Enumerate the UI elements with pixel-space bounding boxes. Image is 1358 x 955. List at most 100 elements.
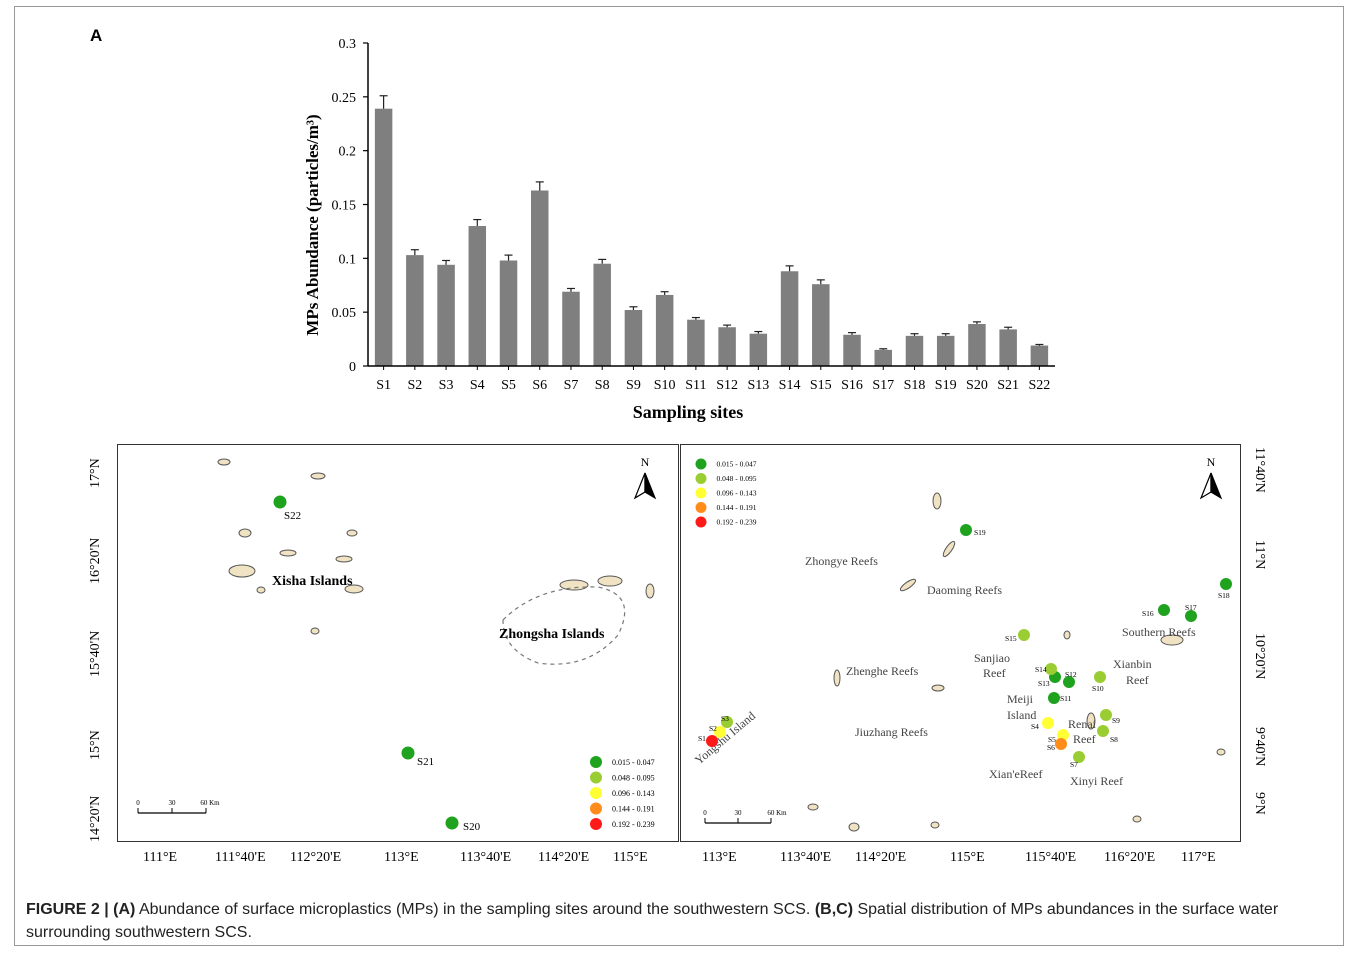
reef-shape [899,578,917,592]
site-marker [273,495,287,509]
reef-shape [217,458,231,466]
svg-text:60 Km: 60 Km [767,809,787,817]
legend-swatch [590,787,602,799]
site-group-b: S22 S21 S20 [273,495,481,833]
x-tick-label-b: 111°40'E [215,850,266,865]
site-marker [1048,692,1060,704]
map-c-canvas: Zhongye Reefs Daoming Reefs Southern Ree… [692,455,1232,832]
x-tick-label: S17 [872,378,894,393]
bar [593,263,611,366]
legend-label: 0.096 - 0.143 [717,489,757,498]
place-name-meiji-1: Meiji [1007,692,1034,706]
legend-label: 0.096 - 0.143 [612,789,655,798]
place-name-sanjiao-1: Sanjiao [974,651,1010,665]
figure-frame [14,6,1344,946]
reef-shape [597,575,623,587]
reef-shape [238,528,252,538]
x-axis-title: Sampling sites [633,402,744,422]
scale-bar-b: 0 30 60 Km [136,799,220,814]
site-label: S13 [1038,679,1050,688]
bar [749,333,768,366]
y-tick-label: 0.25 [332,91,357,106]
place-name-renai-2: Reef [1073,732,1096,746]
bar [968,324,986,366]
reef-shape [256,586,266,594]
caption-text-bc: Spatial distribution of MPs abundances i… [26,901,1279,941]
reef-shape [1086,712,1096,730]
y-tick-label: 0.05 [332,306,357,321]
x-tick-label: S21 [997,378,1019,393]
reef-shape [335,555,353,563]
site-marker [1018,629,1030,641]
y-tick-label-c: 11°40'N [1252,447,1267,493]
bar [499,260,518,366]
x-tick-label: S13 [747,378,769,393]
site-marker [1220,578,1232,590]
svg-text:N: N [1207,455,1216,469]
svg-text:0: 0 [136,799,140,807]
y-axis-title: MPs Abundance (particles/m³) [303,114,322,335]
bar [812,284,830,366]
y-tick-label-b: 16°20'N [88,537,103,584]
caption-tag-bc: (B,C) [814,901,854,918]
site-label: S18 [1218,591,1230,600]
x-tick-label: S22 [1028,378,1050,393]
place-name-xianbin-1: Xianbin [1113,657,1152,671]
legend-swatch [590,771,602,784]
bar [655,294,674,366]
reef-shape [1132,815,1142,823]
legend-swatch [590,802,602,815]
reef-shape [833,669,841,687]
site-marker [1045,663,1057,675]
y-tick-label-b: 15°N [88,730,103,760]
x-tick-label: S18 [904,378,926,393]
map-b-canvas: Xisha Islands Zhongsha Islands S22 S21 S20… [136,455,657,833]
reef-shape [346,529,358,537]
reef-shape [279,549,297,557]
place-name-zhongye: Zhongye Reefs [805,554,878,568]
site-marker [445,816,459,830]
x-tick-label-b: 113°40'E [460,850,512,865]
y-tick-label-b: 14°20'N [88,795,103,842]
site-label: S10 [1092,684,1104,693]
site-label: S12 [1065,670,1077,679]
bar [936,335,955,366]
x-tick-label-c: 114°20'E [855,850,907,865]
y-axis: 0 0.05 0.1 0.15 0.2 0.25 0.3 [332,37,369,375]
y-tick-label-c: 9°N [1252,792,1267,815]
place-name-zhenghe: Zhenghe Reefs [846,664,919,678]
x-tick-label-b: 112°20'E [290,850,342,865]
site-marker [1094,671,1106,683]
site-marker [1100,709,1112,721]
site-marker [401,746,415,760]
site-label: S3 [721,714,729,723]
site-label: S22 [284,510,301,522]
svg-text:60 Km: 60 Km [200,799,220,807]
site-label: S4 [1031,722,1039,731]
legend-label: 0.048 - 0.095 [717,474,757,483]
place-name-jiuzhang: Jiuzhang Reefs [855,725,928,739]
scale-bar-c: 0 30 60 Km [703,809,787,824]
bar [843,334,861,366]
bar [562,291,580,366]
site-label: S11 [1060,694,1072,703]
x-axis: S1 S2 S3 S4 S5 S6 S7 S8 S9 S10 S11 S12 S13 S14 S15 S16 S… [368,365,1055,393]
place-name-zhongsha: Zhongsha Islands [499,627,605,642]
x-tick-label: S19 [935,378,957,393]
place-name-renai-1: Renai [1068,717,1097,731]
site-marker [1055,738,1067,750]
svg-text:30: 30 [735,809,743,817]
place-name-xinyi: Xinyi Reef [1070,774,1123,788]
y-tick-label: 0 [349,360,356,375]
site-label: S5 [1048,735,1056,744]
bar [531,190,549,366]
y-tick-label-c: 11°N [1252,540,1267,570]
reef-shape [1216,748,1226,756]
legend-swatch [695,516,707,528]
bar [437,264,455,366]
x-tick-label: S15 [810,378,832,393]
figure-caption: FIGURE 2 | (A) Abundance of surface micr… [26,898,1336,944]
site-label: S6 [1047,743,1055,752]
site-label: S20 [463,821,481,833]
